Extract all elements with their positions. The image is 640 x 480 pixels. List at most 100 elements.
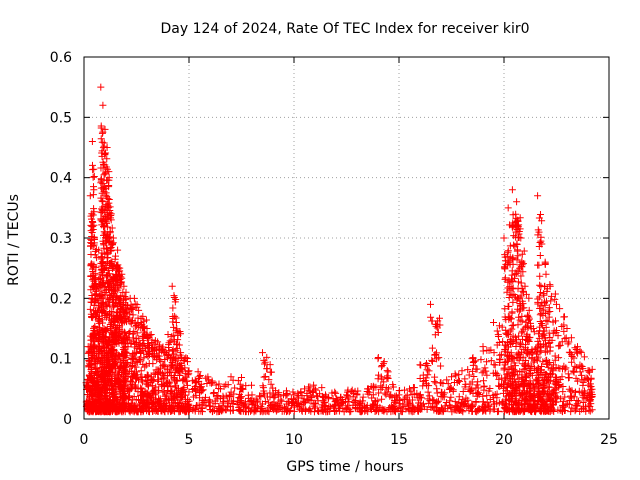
scatter-point: [148, 338, 156, 346]
scatter-point-peak: [206, 379, 214, 387]
scatter-point: [490, 361, 498, 369]
scatter-point: [545, 313, 553, 321]
scatter-point: [565, 385, 573, 393]
scatter-point: [114, 322, 122, 330]
scatter-point: [318, 406, 326, 414]
scatter-point: [104, 354, 112, 362]
scatter-point: [289, 398, 297, 406]
scatter-point: [180, 387, 188, 395]
scatter-point: [115, 284, 123, 292]
scatter-point: [419, 371, 427, 379]
scatter-point: [122, 335, 130, 343]
scatter-point-peak: [500, 234, 508, 242]
scatter-point: [424, 395, 432, 403]
scatter-point: [433, 398, 441, 406]
scatter-point: [493, 327, 501, 335]
scatter-point: [514, 252, 522, 260]
scatter-point: [568, 352, 576, 360]
scatter-point: [167, 382, 175, 390]
scatter-point: [497, 351, 505, 359]
scatter-point: [160, 361, 168, 369]
scatter-point: [425, 367, 433, 375]
scatter-point: [558, 408, 566, 416]
scatter-point: [188, 377, 196, 385]
scatter-point: [570, 367, 578, 375]
scatter-point: [119, 301, 127, 309]
scatter-point-peak: [529, 325, 537, 332]
scatter-point: [565, 373, 573, 381]
scatter-point: [509, 298, 517, 306]
scatter-point: [282, 387, 290, 395]
scatter-point: [99, 164, 107, 172]
scatter-point: [472, 365, 480, 373]
scatter-point-peak: [118, 270, 126, 278]
scatter-point: [384, 368, 392, 376]
scatter-point: [312, 386, 320, 394]
scatter-point: [536, 211, 544, 219]
scatter-point: [451, 398, 459, 406]
scatter-point: [510, 241, 518, 249]
scatter-point: [538, 321, 546, 329]
scatter-point: [98, 138, 106, 146]
scatter-point: [154, 377, 162, 385]
scatter-point: [384, 375, 392, 383]
scatter-point: [548, 336, 556, 344]
scatter-point: [391, 398, 399, 406]
scatter-point: [486, 407, 494, 415]
scatter-point: [540, 291, 548, 299]
scatter-point-peak: [290, 391, 298, 399]
scatter-point-peak: [458, 367, 466, 375]
scatter-point-peak: [437, 379, 445, 387]
scatter-point-peak: [164, 331, 172, 339]
scatter-point: [544, 317, 552, 325]
scatter-point: [434, 397, 442, 405]
scatter-point: [586, 407, 594, 415]
scatter-point: [106, 291, 114, 299]
scatter-point: [183, 377, 191, 385]
scatter-point: [530, 328, 538, 336]
scatter-point: [105, 266, 113, 274]
scatter-point: [588, 392, 596, 400]
scatter-point: [529, 349, 537, 357]
scatter-point: [571, 362, 579, 370]
scatter-point: [530, 392, 538, 400]
scatter-point: [408, 405, 416, 413]
scatter-point: [478, 369, 486, 377]
scatter-point: [534, 353, 542, 361]
scatter-point: [260, 360, 268, 368]
scatter-point: [154, 376, 162, 384]
scatter-point: [210, 407, 218, 415]
scatter-point: [506, 314, 514, 322]
scatter-point-peak: [139, 312, 147, 320]
scatter-point: [522, 290, 530, 298]
scatter-point: [513, 217, 521, 225]
scatter-point: [424, 362, 432, 370]
scatter-point: [525, 294, 533, 302]
scatter-point: [540, 331, 548, 339]
scatter-point: [261, 358, 269, 366]
scatter-point-peak: [143, 325, 151, 332]
scatter-point: [423, 366, 431, 374]
scatter-point: [470, 373, 478, 381]
scatter-point: [347, 407, 355, 415]
scatter-point: [261, 373, 269, 381]
scatter-point-peak: [185, 367, 193, 375]
scatter-point: [558, 322, 566, 330]
scatter-point: [324, 407, 332, 415]
scatter-point: [544, 339, 552, 347]
scatter-point: [513, 296, 521, 304]
scatter-point: [481, 364, 489, 372]
scatter-point: [391, 406, 399, 414]
scatter-point: [433, 389, 441, 397]
scatter-point: [484, 401, 492, 409]
scatter-point: [447, 403, 455, 411]
scatter-point: [515, 313, 523, 321]
scatter-point: [131, 381, 139, 389]
scatter-point: [304, 383, 312, 391]
scatter-point: [255, 392, 263, 400]
scatter-point-peak: [181, 355, 189, 363]
scatter-point: [381, 389, 389, 397]
scatter-point: [204, 376, 212, 384]
scatter-point-peak: [301, 385, 308, 393]
scatter-point: [106, 324, 114, 332]
